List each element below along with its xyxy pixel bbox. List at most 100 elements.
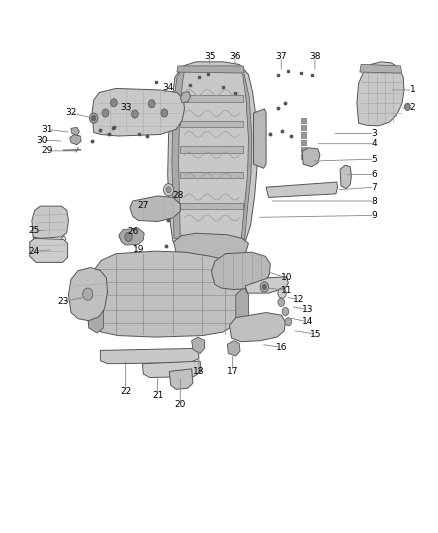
Polygon shape bbox=[360, 64, 402, 73]
Circle shape bbox=[161, 109, 168, 117]
Polygon shape bbox=[177, 66, 244, 73]
Polygon shape bbox=[230, 312, 286, 342]
Polygon shape bbox=[254, 154, 259, 159]
Text: 17: 17 bbox=[227, 367, 238, 376]
Circle shape bbox=[278, 288, 286, 298]
Polygon shape bbox=[68, 268, 108, 321]
Polygon shape bbox=[301, 154, 307, 159]
Polygon shape bbox=[180, 92, 191, 103]
Text: 16: 16 bbox=[276, 343, 287, 352]
Polygon shape bbox=[254, 140, 259, 145]
Text: 23: 23 bbox=[57, 297, 68, 306]
Polygon shape bbox=[88, 285, 103, 333]
Text: 11: 11 bbox=[280, 286, 292, 295]
Text: 13: 13 bbox=[301, 305, 313, 314]
Polygon shape bbox=[100, 349, 199, 364]
Text: 1: 1 bbox=[410, 85, 415, 94]
Polygon shape bbox=[254, 147, 259, 152]
Text: 38: 38 bbox=[309, 52, 321, 61]
Text: 22: 22 bbox=[120, 387, 131, 397]
Circle shape bbox=[260, 282, 268, 292]
Polygon shape bbox=[177, 238, 244, 248]
Text: 37: 37 bbox=[276, 52, 287, 61]
Polygon shape bbox=[168, 62, 258, 256]
Circle shape bbox=[125, 232, 132, 241]
Text: 24: 24 bbox=[28, 247, 39, 256]
Circle shape bbox=[404, 103, 410, 110]
Polygon shape bbox=[180, 172, 244, 179]
Polygon shape bbox=[301, 125, 307, 131]
Polygon shape bbox=[30, 238, 67, 262]
Text: 5: 5 bbox=[372, 155, 378, 164]
Polygon shape bbox=[301, 147, 307, 152]
Polygon shape bbox=[32, 206, 68, 238]
Circle shape bbox=[166, 187, 171, 193]
Circle shape bbox=[102, 109, 109, 117]
Polygon shape bbox=[236, 287, 248, 334]
Polygon shape bbox=[180, 95, 244, 102]
Polygon shape bbox=[173, 233, 248, 261]
Circle shape bbox=[262, 285, 266, 289]
Text: 19: 19 bbox=[133, 245, 144, 254]
Polygon shape bbox=[172, 66, 185, 238]
Polygon shape bbox=[130, 196, 180, 222]
Circle shape bbox=[278, 298, 285, 306]
Text: 28: 28 bbox=[173, 191, 184, 200]
Polygon shape bbox=[87, 251, 246, 337]
Text: 7: 7 bbox=[372, 183, 378, 192]
Polygon shape bbox=[241, 74, 252, 244]
Polygon shape bbox=[254, 125, 259, 131]
Text: 9: 9 bbox=[372, 211, 378, 220]
Text: 35: 35 bbox=[204, 52, 215, 61]
Circle shape bbox=[83, 288, 93, 300]
Text: 30: 30 bbox=[37, 135, 48, 144]
Text: 10: 10 bbox=[280, 273, 292, 282]
Circle shape bbox=[131, 110, 138, 118]
Text: 31: 31 bbox=[42, 125, 53, 134]
Polygon shape bbox=[92, 88, 184, 136]
Polygon shape bbox=[142, 361, 201, 377]
Polygon shape bbox=[180, 146, 244, 153]
Text: 26: 26 bbox=[127, 227, 138, 236]
Polygon shape bbox=[245, 277, 288, 293]
Circle shape bbox=[110, 99, 117, 107]
Circle shape bbox=[282, 308, 289, 316]
Text: 18: 18 bbox=[193, 367, 205, 376]
Polygon shape bbox=[70, 134, 81, 145]
Text: 21: 21 bbox=[152, 391, 163, 400]
Text: 33: 33 bbox=[120, 103, 131, 112]
Text: 14: 14 bbox=[302, 317, 313, 326]
Polygon shape bbox=[340, 165, 351, 189]
Text: 6: 6 bbox=[372, 170, 378, 179]
Text: 8: 8 bbox=[372, 197, 378, 206]
Polygon shape bbox=[227, 341, 240, 356]
Text: 4: 4 bbox=[372, 139, 378, 148]
Polygon shape bbox=[266, 182, 338, 197]
Text: 32: 32 bbox=[65, 109, 77, 117]
Polygon shape bbox=[180, 120, 244, 127]
Polygon shape bbox=[301, 132, 307, 138]
Circle shape bbox=[148, 100, 155, 108]
Text: 25: 25 bbox=[28, 226, 40, 235]
Polygon shape bbox=[254, 132, 259, 138]
Polygon shape bbox=[71, 127, 79, 135]
Text: 3: 3 bbox=[372, 129, 378, 138]
Circle shape bbox=[89, 113, 98, 123]
Polygon shape bbox=[180, 203, 244, 209]
Polygon shape bbox=[119, 232, 138, 244]
Circle shape bbox=[285, 318, 292, 326]
Text: 29: 29 bbox=[42, 147, 53, 155]
Circle shape bbox=[92, 116, 96, 120]
Polygon shape bbox=[254, 118, 259, 123]
Polygon shape bbox=[357, 62, 404, 126]
Text: 20: 20 bbox=[175, 400, 186, 409]
Text: 27: 27 bbox=[138, 200, 149, 209]
Polygon shape bbox=[302, 148, 320, 167]
Text: 36: 36 bbox=[229, 52, 241, 61]
Text: 34: 34 bbox=[162, 83, 173, 92]
Polygon shape bbox=[170, 369, 193, 389]
Polygon shape bbox=[212, 252, 270, 289]
Circle shape bbox=[163, 183, 173, 196]
Text: 2: 2 bbox=[410, 103, 415, 112]
Polygon shape bbox=[192, 337, 205, 353]
